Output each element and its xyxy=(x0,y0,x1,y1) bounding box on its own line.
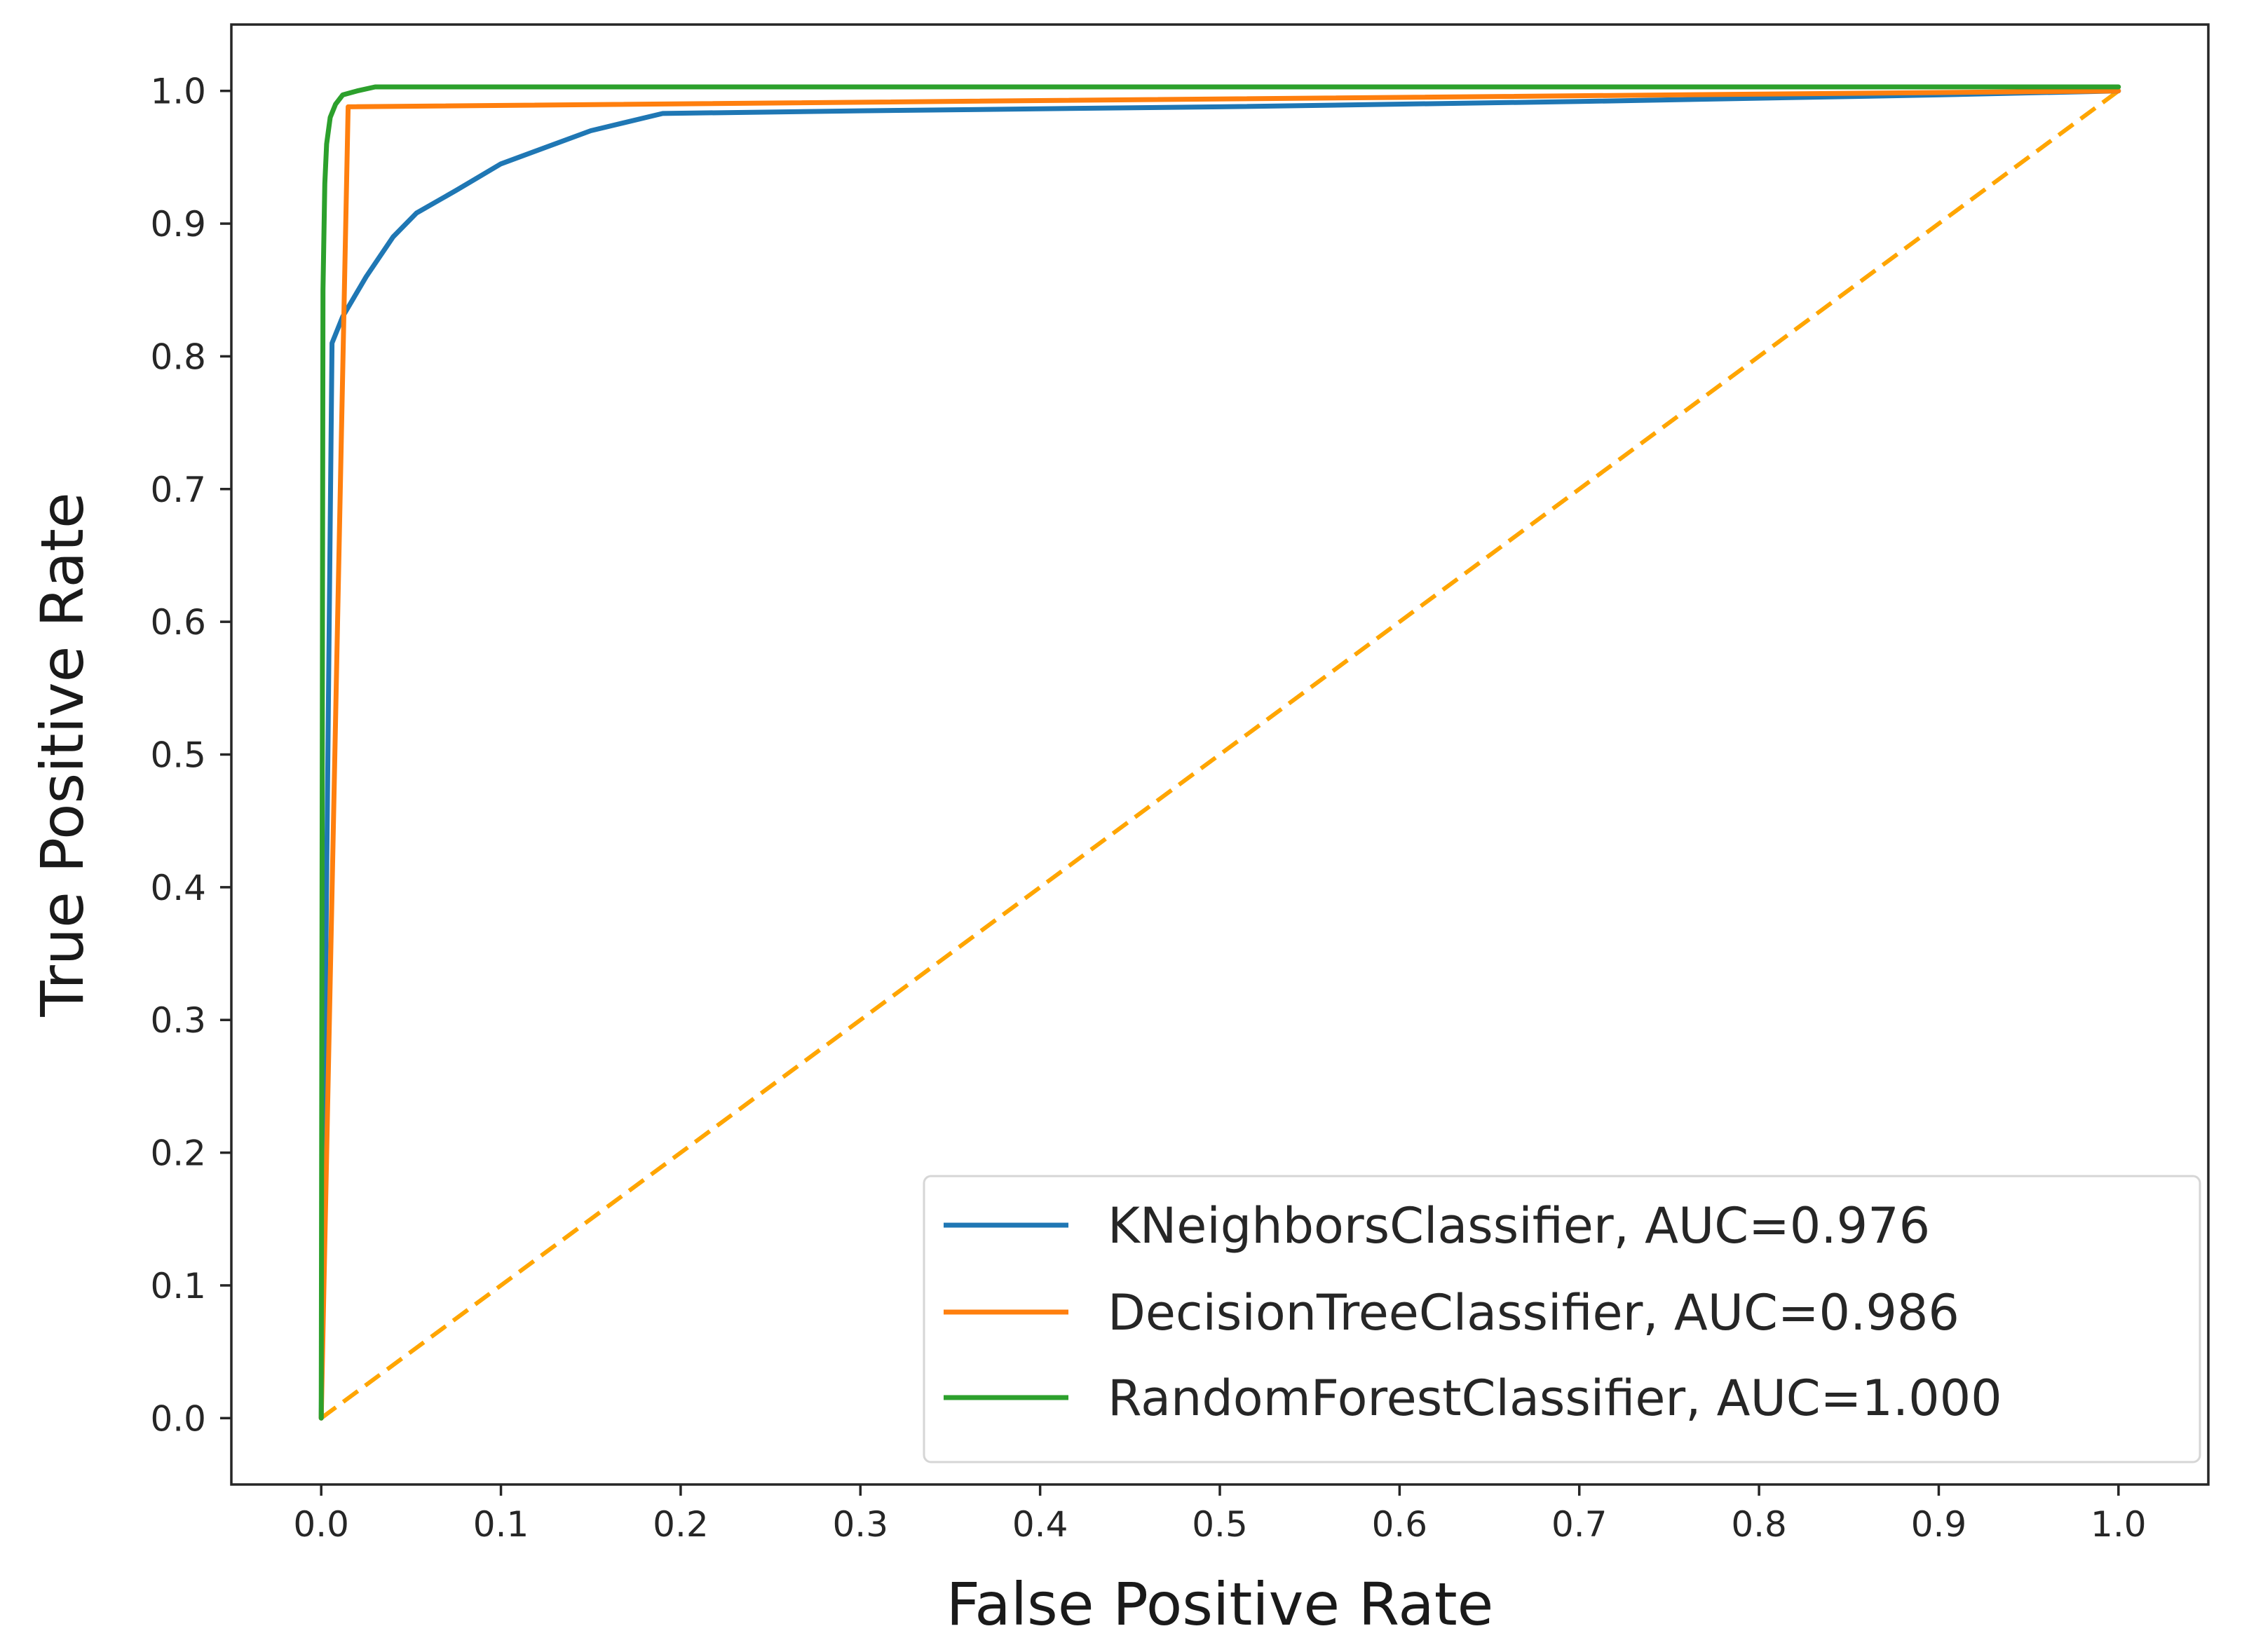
x-axis-label: False Positive Rate xyxy=(946,1570,1494,1639)
series-line-1 xyxy=(318,88,2121,1421)
legend-item: DecisionTreeClassifier, AUC=0.986 xyxy=(944,1284,1959,1342)
x-tick-label: 0.9 xyxy=(1911,1504,1967,1545)
legend-item: KNeighborsClassifier, AUC=0.976 xyxy=(944,1197,1930,1255)
x-tick-label: 0.3 xyxy=(833,1504,889,1545)
y-tick-label: 0.4 xyxy=(150,868,206,908)
legend-label: RandomForestClassifier, AUC=1.000 xyxy=(1108,1370,2002,1427)
y-axis-label: True Positive Rate xyxy=(28,492,97,1017)
legend-label: KNeighborsClassifier, AUC=0.976 xyxy=(1108,1197,1930,1255)
x-tick-label: 1.0 xyxy=(2091,1504,2147,1545)
y-tick-label: 0.2 xyxy=(150,1133,206,1174)
series-line-0 xyxy=(318,88,2121,1421)
x-tick-label: 0.7 xyxy=(1551,1504,1608,1545)
y-tick-label: 0.8 xyxy=(150,336,206,377)
x-tick-label: 0.8 xyxy=(1731,1504,1787,1545)
y-tick-label: 0.5 xyxy=(150,735,206,776)
legend-item: RandomForestClassifier, AUC=1.000 xyxy=(944,1370,2002,1427)
x-tick-label: 0.5 xyxy=(1192,1504,1248,1545)
y-axis: 0.0 0.1 0.2 0.3 0.4 0.5 0.6 0.7 0.8 0.9 1.0 xyxy=(150,71,231,1439)
series-line-2 xyxy=(318,84,2121,1421)
series-layer xyxy=(318,84,2121,1421)
legend: KNeighborsClassifier, AUC=0.976 DecisionT… xyxy=(923,1175,2201,1463)
y-tick-label: 0.1 xyxy=(150,1266,206,1306)
y-tick-label: 0.7 xyxy=(150,470,206,510)
series-line-3 xyxy=(320,89,2120,1420)
legend-box xyxy=(923,1175,2201,1463)
x-tick-label: 0.4 xyxy=(1012,1504,1068,1545)
y-tick-label: 0.6 xyxy=(150,602,206,643)
y-tick-label: 0.3 xyxy=(150,1000,206,1041)
x-tick-label: 0.2 xyxy=(653,1504,709,1545)
y-tick-label: 0.0 xyxy=(150,1398,206,1439)
x-tick-label: 0.0 xyxy=(293,1504,349,1545)
y-tick-label: 1.0 xyxy=(150,71,206,112)
x-tick-label: 0.6 xyxy=(1372,1504,1428,1545)
x-axis: 0.0 0.1 0.2 0.3 0.4 0.5 0.6 0.7 0.8 0.9 1.0 xyxy=(293,1484,2147,1545)
legend-label: DecisionTreeClassifier, AUC=0.986 xyxy=(1108,1284,1959,1342)
y-tick-label: 0.9 xyxy=(150,204,206,245)
x-tick-label: 0.1 xyxy=(473,1504,529,1545)
